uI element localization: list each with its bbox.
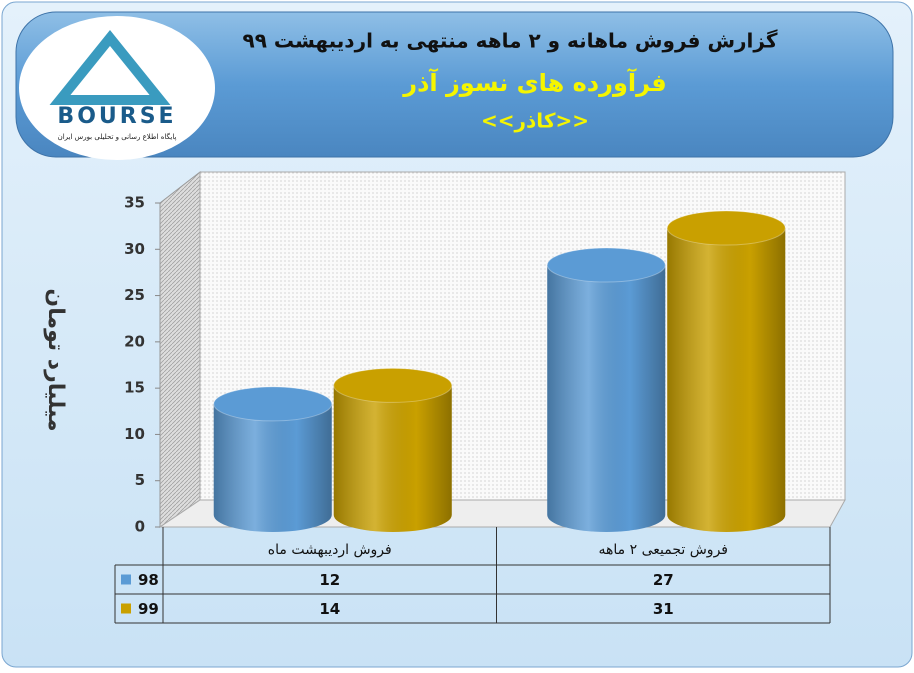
x-tick-label: فروش اردیبهشت ماه — [268, 542, 392, 558]
legend-key — [121, 574, 131, 585]
table-value: 12 — [319, 571, 340, 589]
cylinder-shade — [667, 228, 786, 532]
cylinder-shade — [333, 385, 452, 532]
banner — [15, 11, 894, 158]
x-tick-label: فروش تجمیعی ۲ ماهه — [599, 542, 728, 558]
y-tick-label: 20 — [124, 332, 145, 350]
logo-name: BOURSE — [57, 104, 176, 129]
annotation: <<کاذر>> — [481, 109, 589, 133]
table-value: 27 — [653, 571, 674, 589]
side-wall — [159, 170, 201, 528]
y-tick-label: 0 — [135, 518, 145, 536]
y-tick-label: 5 — [135, 471, 145, 489]
y-tick-label: 15 — [124, 379, 145, 397]
cylinder-top — [213, 386, 333, 422]
logo-bg — [19, 16, 215, 160]
y-tick-label: 10 — [124, 425, 145, 443]
y-tick-label: 30 — [124, 240, 145, 258]
cylinder-shade — [213, 403, 332, 532]
legend-label: 99 — [138, 600, 159, 618]
logo-tagline: پایگاه اطلاع رسانی و تحلیلی بورس ایران — [58, 132, 177, 141]
cylinder-top — [666, 210, 786, 246]
legend-label: 98 — [138, 571, 159, 589]
chart-subtitle: فرآورده های نسوز آذر — [402, 68, 666, 97]
y-axis-label: میلیارد تومان — [43, 288, 68, 431]
table-value: 31 — [653, 600, 674, 618]
y-tick-label: 25 — [124, 286, 145, 304]
logo-mark — [49, 30, 171, 105]
chart-title: گزارش فروش ماهانه و ۲ ماهه منتهی به اردی… — [243, 29, 778, 53]
cylinder-shade — [547, 265, 666, 532]
cylinder-top — [333, 367, 453, 403]
table-value: 14 — [319, 600, 340, 618]
y-tick-label: 35 — [124, 194, 145, 212]
cylinder-top — [546, 247, 666, 283]
legend-key — [121, 603, 131, 614]
